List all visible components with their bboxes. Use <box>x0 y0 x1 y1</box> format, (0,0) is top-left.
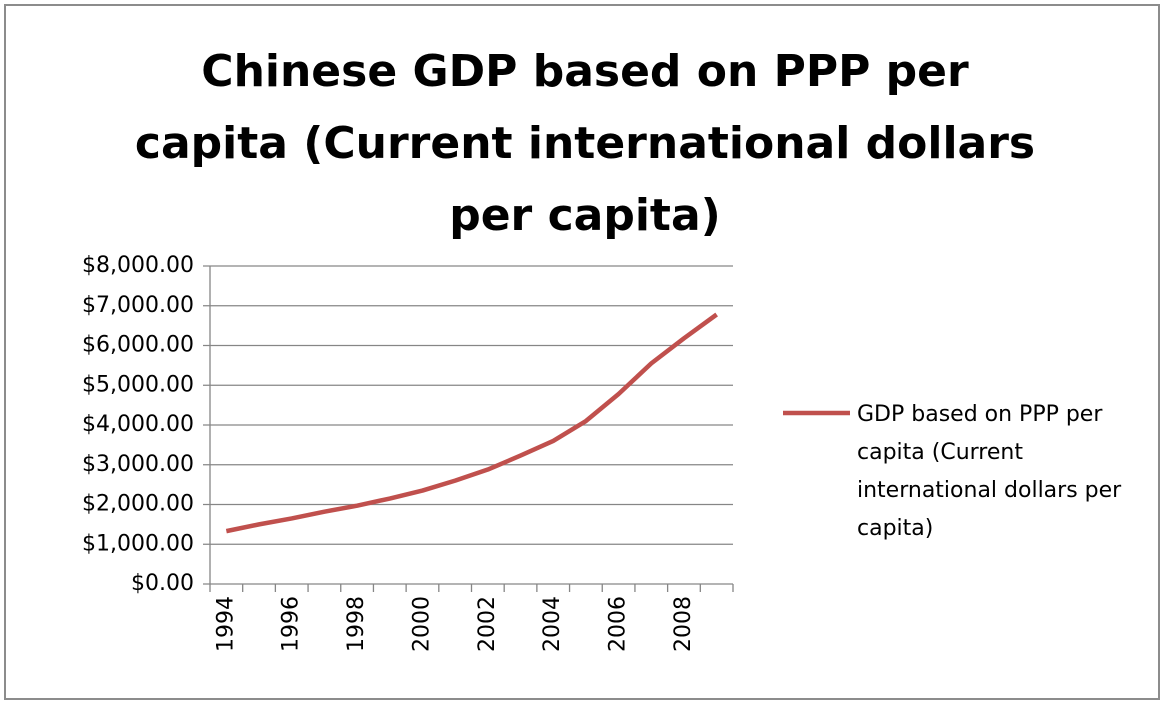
x-tick-label: 1998 <box>344 596 369 652</box>
y-tick-label: $3,000.00 <box>82 452 194 477</box>
x-tick-label: 2008 <box>671 596 696 652</box>
x-tick-label: 2004 <box>540 596 565 652</box>
y-tick-label: $7,000.00 <box>82 293 194 318</box>
y-tick-label: $5,000.00 <box>82 372 194 397</box>
y-tick-label: $1,000.00 <box>82 531 194 556</box>
series-line <box>225 312 718 534</box>
y-tick-label: $2,000.00 <box>82 492 194 517</box>
x-tick-label: 2000 <box>409 596 434 652</box>
y-tick-label: $4,000.00 <box>82 412 194 437</box>
x-tick-label: 1996 <box>279 596 304 652</box>
chart-title: Chinese GDP based on PPP per capita (Cur… <box>134 46 1036 241</box>
y-tick-label: $8,000.00 <box>82 253 194 278</box>
y-tick-label: $0.00 <box>131 571 194 596</box>
legend-label: GDP based on PPP per capita (Current int… <box>857 402 1122 541</box>
y-tick-label: $6,000.00 <box>82 333 194 358</box>
x-tick-label: 2006 <box>606 596 631 652</box>
x-tick-label: 1994 <box>213 596 238 652</box>
x-tick-label: 2002 <box>475 596 500 652</box>
chart-frame <box>4 4 1160 700</box>
